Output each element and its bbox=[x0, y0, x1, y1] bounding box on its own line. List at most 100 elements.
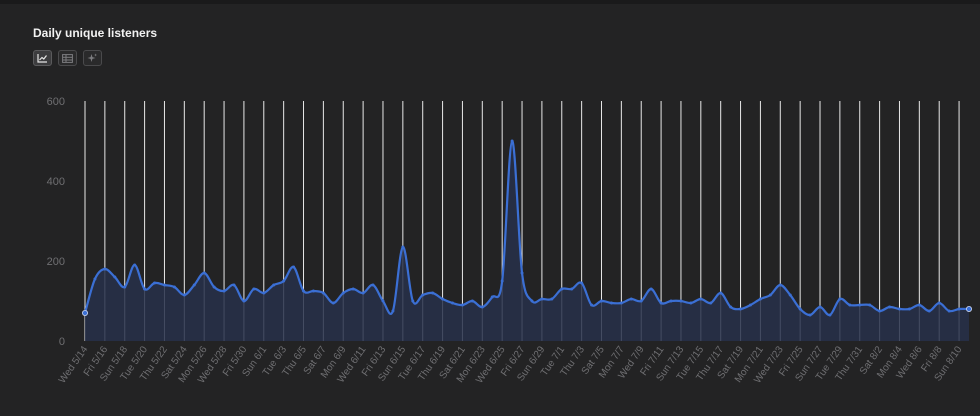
data-point[interactable] bbox=[520, 271, 524, 275]
data-point[interactable] bbox=[768, 293, 772, 297]
data-point[interactable] bbox=[570, 287, 574, 291]
data-point[interactable] bbox=[282, 279, 286, 283]
data-points bbox=[82, 139, 973, 317]
data-point[interactable] bbox=[966, 305, 973, 312]
data-point[interactable] bbox=[828, 313, 832, 317]
data-point[interactable] bbox=[927, 309, 931, 313]
data-point[interactable] bbox=[162, 283, 166, 287]
data-point[interactable] bbox=[292, 265, 296, 269]
data-point[interactable] bbox=[888, 305, 892, 309]
y-tick-label: 200 bbox=[47, 256, 65, 268]
data-point[interactable] bbox=[848, 303, 852, 307]
data-point[interactable] bbox=[560, 287, 564, 291]
data-point[interactable] bbox=[669, 299, 673, 303]
data-point[interactable] bbox=[937, 301, 941, 305]
y-tick-label: 0 bbox=[59, 336, 65, 348]
data-point[interactable] bbox=[719, 291, 723, 295]
data-point[interactable] bbox=[748, 303, 752, 307]
data-point[interactable] bbox=[788, 293, 792, 297]
data-point[interactable] bbox=[480, 305, 484, 309]
data-point[interactable] bbox=[739, 307, 743, 311]
data-point[interactable] bbox=[838, 297, 842, 301]
data-point[interactable] bbox=[798, 307, 802, 311]
data-point[interactable] bbox=[93, 277, 97, 281]
data-point[interactable] bbox=[907, 307, 911, 311]
y-axis: 0 200 400 600 bbox=[47, 96, 65, 348]
data-point[interactable] bbox=[580, 281, 584, 285]
data-point[interactable] bbox=[153, 281, 157, 285]
data-point[interactable] bbox=[212, 285, 216, 289]
data-point[interactable] bbox=[341, 291, 345, 295]
data-point[interactable] bbox=[441, 297, 445, 301]
data-point[interactable] bbox=[460, 303, 464, 307]
data-point[interactable] bbox=[957, 307, 961, 311]
data-point[interactable] bbox=[361, 291, 365, 295]
data-point[interactable] bbox=[272, 283, 276, 287]
data-point[interactable] bbox=[391, 309, 395, 313]
data-point[interactable] bbox=[143, 287, 147, 291]
data-point[interactable] bbox=[421, 293, 425, 297]
data-point[interactable] bbox=[381, 299, 385, 303]
data-point[interactable] bbox=[172, 285, 176, 289]
line-chart-view-button[interactable] bbox=[33, 50, 52, 66]
data-point[interactable] bbox=[619, 301, 623, 305]
data-point[interactable] bbox=[222, 289, 226, 293]
data-point[interactable] bbox=[401, 245, 405, 249]
data-point[interactable] bbox=[699, 297, 703, 301]
data-point[interactable] bbox=[510, 139, 514, 143]
data-point[interactable] bbox=[550, 297, 554, 301]
data-point[interactable] bbox=[192, 283, 196, 287]
data-point[interactable] bbox=[351, 287, 355, 291]
data-point[interactable] bbox=[609, 301, 613, 305]
data-point[interactable] bbox=[897, 307, 901, 311]
data-point[interactable] bbox=[123, 285, 127, 289]
data-point[interactable] bbox=[818, 305, 822, 309]
data-point[interactable] bbox=[321, 291, 325, 295]
data-point[interactable] bbox=[431, 291, 435, 295]
data-point[interactable] bbox=[262, 291, 266, 295]
data-point[interactable] bbox=[868, 303, 872, 307]
data-point[interactable] bbox=[82, 309, 89, 316]
data-point[interactable] bbox=[530, 299, 534, 303]
data-point[interactable] bbox=[649, 287, 653, 291]
data-point[interactable] bbox=[599, 299, 603, 303]
data-point[interactable] bbox=[778, 283, 782, 287]
table-view-button[interactable] bbox=[58, 50, 77, 66]
data-point[interactable] bbox=[113, 275, 117, 279]
data-point[interactable] bbox=[302, 289, 306, 293]
data-point[interactable] bbox=[411, 299, 415, 303]
data-point[interactable] bbox=[629, 297, 633, 301]
data-point[interactable] bbox=[917, 303, 921, 307]
data-point[interactable] bbox=[878, 309, 882, 313]
data-point[interactable] bbox=[242, 299, 246, 303]
chart-title: Daily unique listeners bbox=[33, 26, 158, 40]
data-point[interactable] bbox=[590, 303, 594, 307]
data-point[interactable] bbox=[133, 263, 137, 267]
data-point[interactable] bbox=[947, 309, 951, 313]
data-point[interactable] bbox=[202, 271, 206, 275]
data-point[interactable] bbox=[182, 293, 186, 297]
data-point[interactable] bbox=[252, 287, 256, 291]
data-point[interactable] bbox=[371, 283, 375, 287]
data-point[interactable] bbox=[639, 299, 643, 303]
data-point[interactable] bbox=[490, 295, 494, 299]
data-point[interactable] bbox=[451, 301, 455, 305]
data-point[interactable] bbox=[808, 313, 812, 317]
data-point[interactable] bbox=[540, 297, 544, 301]
data-point[interactable] bbox=[331, 301, 335, 305]
data-point[interactable] bbox=[659, 301, 663, 305]
data-point[interactable] bbox=[729, 305, 733, 309]
data-point[interactable] bbox=[103, 267, 107, 271]
data-point[interactable] bbox=[500, 279, 504, 283]
view-toolbar bbox=[33, 50, 102, 66]
data-point[interactable] bbox=[858, 303, 862, 307]
data-point[interactable] bbox=[709, 301, 713, 305]
data-point[interactable] bbox=[232, 283, 236, 287]
data-point[interactable] bbox=[689, 301, 693, 305]
ai-insights-button[interactable] bbox=[83, 50, 102, 66]
data-point[interactable] bbox=[311, 289, 315, 293]
data-point[interactable] bbox=[758, 297, 762, 301]
data-point[interactable] bbox=[679, 299, 683, 303]
data-point[interactable] bbox=[470, 299, 474, 303]
